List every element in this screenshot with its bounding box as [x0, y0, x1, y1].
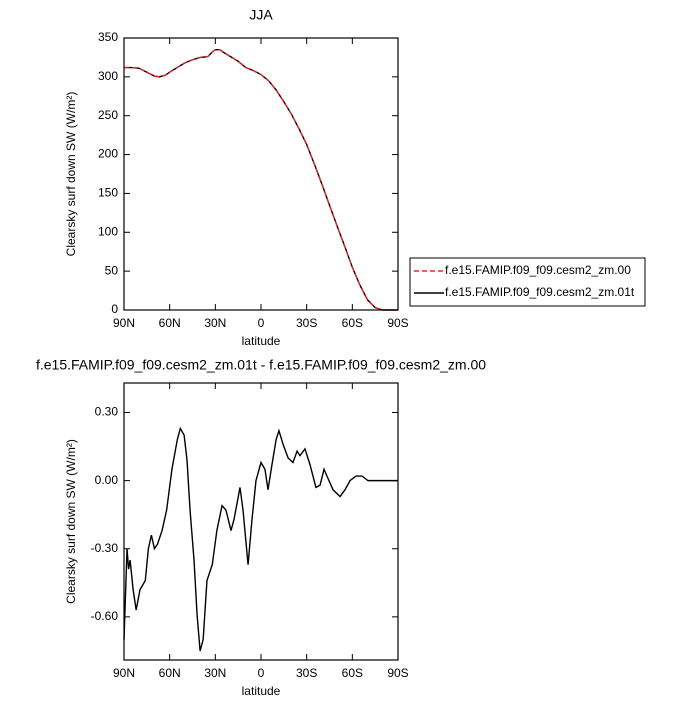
x-tick-label: 30S	[296, 666, 317, 680]
x-tick-label: 90S	[387, 666, 408, 680]
x-tick-label: 60N	[159, 666, 181, 680]
x-tick-label: 90S	[387, 316, 408, 330]
plot-frame	[123, 37, 399, 311]
y-tick-label: 0.30	[95, 405, 119, 419]
y-tick-label: 350	[98, 30, 118, 44]
x-tick-label: 60S	[342, 666, 363, 680]
x-tick-label: 0	[258, 666, 265, 680]
y-tick-label: -0.60	[91, 609, 119, 623]
x-tick-label: 0	[258, 316, 265, 330]
x-tick-label: 60S	[342, 316, 363, 330]
y-tick-label: 250	[98, 108, 118, 122]
x-axis-label: latitude	[242, 334, 281, 348]
y-tick-label: 300	[98, 69, 118, 83]
y-tick-label: 100	[98, 224, 118, 238]
x-axis-label: latitude	[242, 684, 281, 698]
legend-box	[409, 257, 646, 307]
x-tick-label: 90N	[113, 666, 135, 680]
y-tick-label: -0.30	[91, 541, 119, 555]
chart-title: f.e15.FAMIP.f09_f09.cesm2_zm.01t - f.e15…	[36, 357, 486, 373]
y-axis-label: Clearsky surf down SW (W/m²)	[64, 439, 78, 604]
chart-title: JJA	[249, 7, 273, 23]
data-line	[124, 48, 398, 311]
x-tick-label: 30N	[204, 316, 226, 330]
y-tick-label: 200	[98, 147, 118, 161]
y-tick-label: 0	[111, 302, 118, 316]
data-line	[123, 426, 398, 652]
data-line	[124, 48, 398, 311]
y-tick-label: 150	[98, 186, 118, 200]
y-tick-label: 50	[105, 263, 119, 277]
x-tick-label: 90N	[113, 316, 135, 330]
x-tick-label: 30N	[204, 666, 226, 680]
legend-label: f.e15.FAMIP.f09_f09.cesm2_zm.01t	[445, 285, 635, 299]
x-tick-label: 30S	[296, 316, 317, 330]
y-tick-label: 0.00	[95, 473, 119, 487]
x-tick-label: 60N	[159, 316, 181, 330]
y-axis-label: Clearsky surf down SW (W/m²)	[64, 92, 78, 257]
plot-frame	[123, 382, 399, 661]
legend-label: f.e15.FAMIP.f09_f09.cesm2_zm.00	[445, 263, 631, 277]
